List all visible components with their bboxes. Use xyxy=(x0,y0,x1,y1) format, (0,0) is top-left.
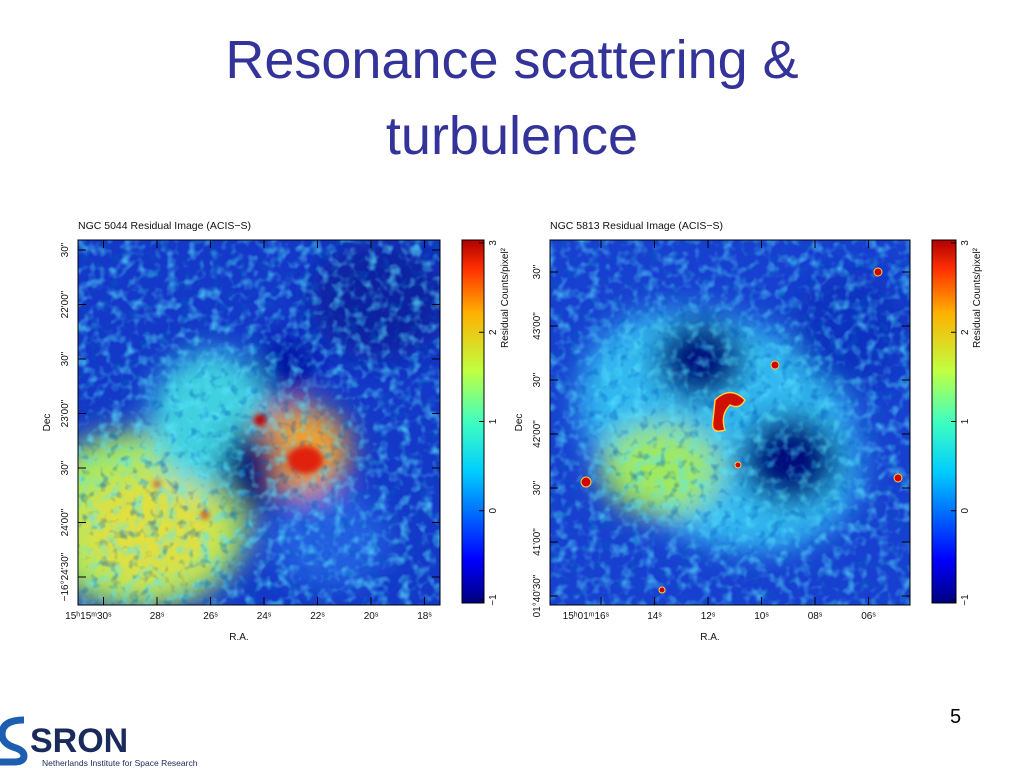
colorbar-tick-label: −1 xyxy=(960,594,971,606)
y-tick-label: 30" xyxy=(532,372,543,387)
y-tick-label: 01°40'30" xyxy=(532,574,543,617)
residual-image xyxy=(78,240,440,605)
x-tick-label: 24ˢ xyxy=(257,611,272,622)
x-tick-label: 26ˢ xyxy=(203,611,218,622)
colorbar-label: Residual Counts/pixel² xyxy=(972,247,983,348)
y-tick-label: 30" xyxy=(60,351,71,366)
y-axis-label: Dec xyxy=(514,414,525,432)
figure-title: NGC 5813 Residual Image (ACIS−S) xyxy=(550,220,723,232)
y-tick-label: 24'00" xyxy=(60,508,71,536)
x-tick-label: 14ˢ xyxy=(647,611,662,622)
colorbar-tick-label: 0 xyxy=(960,508,971,514)
residual-image xyxy=(550,240,910,605)
y-tick-label: 23'00" xyxy=(60,399,71,427)
y-tick-label: 43'00" xyxy=(532,312,543,340)
x-tick-label: 28ˢ xyxy=(150,611,165,622)
y-tick-label: 30" xyxy=(60,460,71,475)
page-number: 5 xyxy=(950,706,962,728)
y-tick-label: 41'00" xyxy=(532,528,543,556)
x-tick-label: 08ˢ xyxy=(808,611,823,622)
colorbar-tick-label: 3 xyxy=(960,240,971,246)
x-axis-label: R.A. xyxy=(229,632,248,643)
x-tick-label: 18ˢ xyxy=(417,611,432,622)
x-tick-label: 20ˢ xyxy=(364,611,379,622)
y-tick-label: 42'00" xyxy=(532,420,543,448)
x-axis-label: R.A. xyxy=(700,632,719,643)
colorbar-tick-label: 1 xyxy=(488,418,499,424)
logo-subtitle: Netherlands Institute for Space Research xyxy=(42,758,198,768)
image-frame xyxy=(549,239,911,606)
slide-title: Resonance scattering & turbulence xyxy=(225,30,799,166)
figure-title: NGC 5044 Residual Image (ACIS−S) xyxy=(78,220,251,232)
y-tick-label: 22'00" xyxy=(60,290,71,318)
y-tick-label: −16°24'30" xyxy=(60,552,71,601)
colorbar-tick-label: 2 xyxy=(960,329,971,335)
colorbar-tick-label: −1 xyxy=(488,594,499,606)
x-tick-label: 15ʰ15ᵐ30ˢ xyxy=(65,611,112,622)
colorbar-label: Residual Counts/pixel² xyxy=(500,247,511,348)
y-axis-label: Dec xyxy=(42,414,53,432)
y-tick-label: 30" xyxy=(532,264,543,279)
colorbar-tick-label: 1 xyxy=(960,418,971,424)
logo-name: SRON xyxy=(30,722,128,760)
y-tick-label: 30" xyxy=(532,480,543,495)
y-tick-label: 30" xyxy=(60,242,71,257)
x-tick-label: 12ˢ xyxy=(701,611,716,622)
x-tick-label: 06ˢ xyxy=(861,611,876,622)
colorbar-tick-label: 2 xyxy=(488,329,499,335)
image-frame xyxy=(77,239,441,606)
x-tick-label: 10ˢ xyxy=(754,611,769,622)
x-tick-label: 22ˢ xyxy=(310,611,325,622)
sron-logo: SRON Netherlands Institute for Space Res… xyxy=(0,716,198,768)
colorbar-tick-label: 0 xyxy=(488,508,499,514)
colorbar-tick-label: 3 xyxy=(488,240,499,246)
x-tick-label: 15ʰ01ᵐ16ˢ xyxy=(563,611,610,622)
